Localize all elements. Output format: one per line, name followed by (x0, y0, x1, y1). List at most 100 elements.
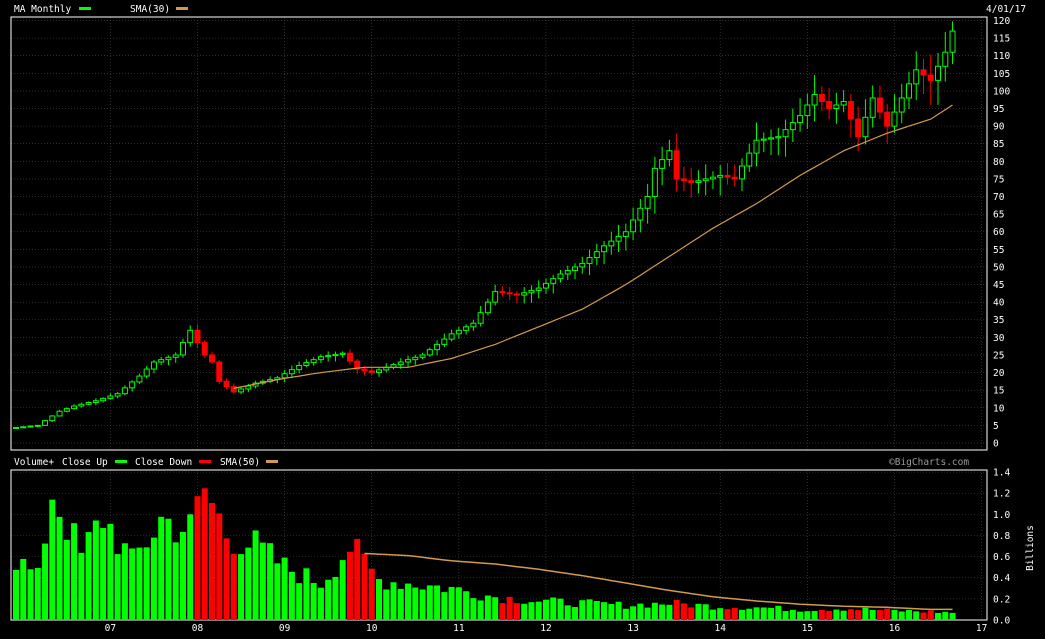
x-tick-label: 16 (889, 623, 901, 634)
price-tick-label: 0 (993, 438, 999, 449)
volume-bar (107, 523, 114, 620)
candle-body-up (470, 322, 477, 328)
price-tick-label: 10 (993, 403, 1005, 414)
candle-body-down (927, 74, 934, 81)
candle-body-up (56, 410, 63, 417)
sma50-legend-swatch (266, 460, 278, 463)
candle-body-up (150, 361, 157, 370)
volume-bar (85, 532, 92, 620)
candle-body-up (608, 240, 615, 247)
volume-bar (506, 596, 513, 620)
price-tick-label: 110 (993, 51, 1010, 62)
candle-body-down (855, 118, 862, 138)
candle-body-up (702, 178, 709, 182)
candle-body-up (862, 116, 869, 138)
volume-bar (49, 499, 56, 620)
volume-bar (666, 604, 673, 620)
candle-body-up (49, 415, 56, 422)
candle-body-up (521, 292, 528, 296)
x-tick-label: 07 (105, 623, 116, 634)
candle-body-up (325, 355, 332, 358)
volume-bar (927, 610, 934, 620)
volume-y-axis-label: Billions (1025, 525, 1036, 571)
volume-bar (158, 516, 165, 620)
volume-bar (63, 539, 70, 620)
volume-bar (412, 587, 419, 620)
volume-panel-frame (10, 469, 988, 621)
volume-bars (13, 488, 956, 620)
close-down-legend-label: Close Down (135, 457, 192, 468)
candle-body-up (397, 361, 404, 366)
volume-bar (855, 610, 862, 620)
volume-bar (942, 611, 949, 620)
x-tick-label: 13 (627, 623, 638, 634)
volume-bar (20, 558, 27, 620)
volume-bar (782, 611, 789, 620)
candle-body-up (405, 359, 412, 363)
candle-body-down (680, 178, 687, 182)
candle-body-up (27, 425, 34, 428)
volume-bar (717, 608, 724, 620)
price-tick-label: 95 (993, 104, 1004, 115)
candle-body-up (651, 167, 658, 198)
volume-bar (92, 520, 99, 620)
volume-bar (13, 569, 19, 620)
volume-bar (818, 609, 825, 620)
candle-body-up (448, 333, 455, 340)
volume-bar (296, 583, 303, 620)
candle-body-up (92, 400, 99, 403)
volume-bar (739, 609, 745, 620)
volume-bar (223, 538, 230, 620)
volume-bar (426, 585, 433, 620)
candle-body-up (179, 342, 186, 356)
price-tick-label: 105 (993, 69, 1010, 80)
volume-bar (376, 579, 382, 620)
x-tick-label: 10 (366, 623, 378, 634)
candle-body-up (245, 385, 252, 390)
volume-bar (259, 542, 266, 620)
close-down-legend-swatch (199, 460, 211, 463)
candle-body-up (622, 231, 629, 237)
candle-body-up (840, 100, 847, 106)
volume-bar (419, 589, 426, 620)
price-tick-label: 45 (993, 280, 1004, 291)
volume-tick-label: 0.2 (993, 594, 1010, 605)
candle-body-down (194, 329, 201, 344)
candle-body-down (818, 93, 825, 102)
volume-bar (136, 547, 143, 620)
volume-tick-label: 1.2 (993, 489, 1010, 500)
volume-bar (397, 588, 404, 620)
price-tick-label: 55 (993, 245, 1004, 256)
candle-body-up (942, 51, 949, 67)
volume-bar (731, 607, 738, 620)
candle-body-down (506, 292, 513, 295)
volume-bar (484, 595, 491, 620)
volume-bar (455, 587, 462, 620)
price-tick-label: 40 (993, 298, 1005, 309)
candles (13, 21, 956, 429)
candle-body-up (659, 159, 666, 169)
candle-body-up (187, 329, 194, 344)
candle-body-up (463, 326, 470, 331)
candle-body-up (869, 97, 876, 118)
candle-body-down (230, 386, 237, 393)
volume-bar (753, 607, 760, 620)
candle-body-up (709, 176, 716, 180)
candle-body-up (666, 150, 673, 161)
volume-bar (644, 607, 651, 620)
volume-bar (709, 609, 716, 620)
volume-bar (673, 599, 680, 620)
candle-body-down (368, 370, 375, 374)
candle-body-up (935, 65, 942, 81)
candle-body-down (724, 174, 731, 178)
volume-legend-label: Volume+ (14, 457, 54, 468)
candle-body-up (528, 289, 535, 294)
price-tick-label: 90 (993, 122, 1005, 133)
volume-bar (346, 551, 353, 620)
candle-body-up (630, 219, 637, 233)
volume-bar (651, 602, 658, 620)
volume-tick-label: 1.4 (993, 468, 1010, 479)
candle-body-up (484, 301, 491, 314)
volume-bar (840, 610, 847, 620)
volume-bar (608, 603, 615, 620)
